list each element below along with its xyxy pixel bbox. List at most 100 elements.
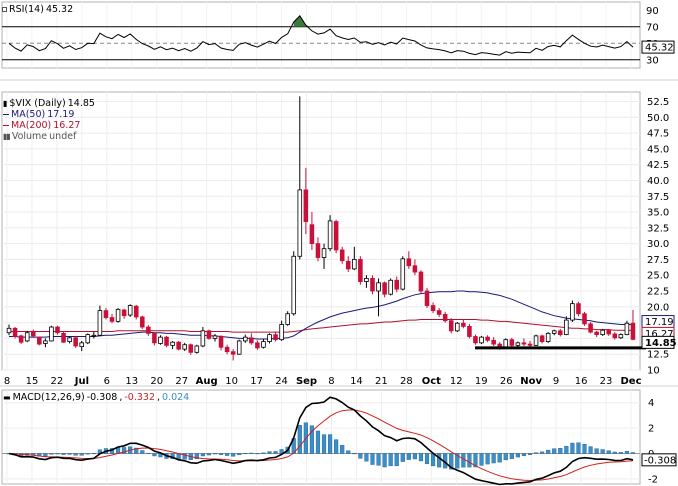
x-axis-label: Sep xyxy=(296,376,317,387)
macd-histogram-bar xyxy=(321,434,327,454)
x-axis-label: 24 xyxy=(275,376,288,387)
macd-histogram-bar xyxy=(370,453,375,465)
candle-body xyxy=(352,259,357,270)
legend-label-volume: Volume xyxy=(11,131,48,142)
candle-body xyxy=(67,337,72,342)
candle-body xyxy=(321,248,327,258)
price-y-tick-label: 27.5 xyxy=(647,255,669,266)
price-y-tick-label: 40.0 xyxy=(647,176,669,187)
rsi-value-label: 45.32 xyxy=(645,43,674,54)
candle-body xyxy=(576,303,581,315)
x-axis-label: Nov xyxy=(520,376,542,387)
ma50-swatch xyxy=(3,114,9,115)
macd-histogram-bar xyxy=(122,447,127,454)
macd-histogram-bar xyxy=(358,453,363,459)
macd-histogram-bar xyxy=(79,453,84,456)
macd-histogram-bar xyxy=(55,453,60,455)
candle-body xyxy=(527,343,533,346)
candle-body xyxy=(164,336,169,346)
macd-histogram-bar xyxy=(140,450,145,454)
macd-histogram-bar xyxy=(600,449,605,454)
macd-histogram-bar xyxy=(394,453,399,467)
x-axis-label: 8 xyxy=(4,376,10,387)
macd-histogram-bar xyxy=(576,442,581,454)
macd-histogram-bar xyxy=(400,453,405,462)
candle-body xyxy=(85,334,91,344)
macd-histogram-bar xyxy=(473,453,478,468)
candle-body xyxy=(442,313,448,322)
rsi-legend: RSI(14) 45.32 xyxy=(2,4,73,15)
macd-histogram-bar xyxy=(612,451,617,454)
macd-histogram-bar xyxy=(255,453,260,455)
macd-histogram-bar xyxy=(449,453,454,470)
macd-histogram-bar xyxy=(503,453,508,461)
macd-histogram-bar xyxy=(352,453,357,455)
candle-body xyxy=(30,331,36,337)
x-axis-label: Oct xyxy=(422,376,441,387)
candle-body xyxy=(545,332,551,342)
macd-histogram-bar xyxy=(606,450,611,454)
candle-body xyxy=(236,340,242,355)
candle-body xyxy=(273,334,278,341)
candle-body xyxy=(182,344,187,350)
rsi-title: RSI(14) xyxy=(9,4,44,15)
candle-body xyxy=(243,336,248,342)
macd-icon: ▬ xyxy=(3,393,11,402)
macd-histogram-bar xyxy=(249,452,254,454)
price-y-tick-label: 30.0 xyxy=(647,239,669,250)
macd-histogram-bar xyxy=(406,453,411,460)
x-axis-label: 12 xyxy=(450,376,463,387)
candle-body xyxy=(358,259,363,282)
price-y-tick-label: 52.5 xyxy=(647,97,669,108)
ma200-line xyxy=(9,319,634,333)
candle-body xyxy=(170,341,175,346)
macd-histogram-bar xyxy=(61,453,66,455)
macd-legend: ▬ MACD(12,26,9) -0.308, -0.332, 0.024 xyxy=(3,392,190,403)
x-axis-label: 10 xyxy=(225,376,238,387)
macd-histogram-bar xyxy=(412,453,417,460)
volume-bars-icon: ▮▮ xyxy=(3,132,11,141)
macd-histogram-bar xyxy=(382,453,387,468)
macd-histogram-bar xyxy=(437,453,442,468)
macd-histogram-bar xyxy=(340,445,345,454)
price-value-label: 16.27 xyxy=(645,329,674,340)
candle-body xyxy=(345,260,351,270)
candle-body xyxy=(37,336,42,345)
x-axis-label: 22 xyxy=(51,376,64,387)
candle-body xyxy=(436,310,442,315)
candle-body xyxy=(594,331,599,336)
candle-body xyxy=(412,265,418,273)
price-y-tick-label: 47.5 xyxy=(647,129,669,140)
candle-body xyxy=(455,322,460,332)
candlestick-icon: ▮ xyxy=(3,99,8,108)
candle-body xyxy=(152,332,157,344)
candle-body xyxy=(121,309,127,317)
legend-value-vix: 14.85 xyxy=(67,98,95,109)
macd-histogram-bar xyxy=(243,453,248,455)
macd-histogram-bar xyxy=(334,439,339,454)
macd-histogram-bar xyxy=(491,453,496,464)
panel-frame-1 xyxy=(1,91,641,371)
candle-body xyxy=(539,335,545,342)
macd-histogram-bar xyxy=(182,453,187,460)
macd-histogram-bar xyxy=(521,453,527,456)
candle-body xyxy=(255,342,260,349)
legend-value-ma200: 16.27 xyxy=(53,120,81,131)
candle-body xyxy=(91,334,97,337)
candle-body xyxy=(388,279,393,295)
macd-histogram-value: 0.024 xyxy=(162,392,190,403)
macd-histogram-bar xyxy=(212,453,218,455)
candle-body xyxy=(73,337,78,347)
macd-histogram-bar xyxy=(588,446,593,454)
macd-histogram-bar xyxy=(497,453,502,463)
x-axis-label: 6 xyxy=(104,376,110,387)
macd-histogram-bar xyxy=(552,448,557,454)
x-axis-label: 17 xyxy=(250,376,263,387)
candle-body xyxy=(370,277,375,292)
macd-histogram-bar xyxy=(194,453,199,460)
legend-label-ma50: MA(50) xyxy=(11,109,46,120)
x-axis-label: 20 xyxy=(150,376,163,387)
macd-histogram-bar xyxy=(152,453,157,457)
legend-value-ma50: 17.19 xyxy=(47,109,75,120)
